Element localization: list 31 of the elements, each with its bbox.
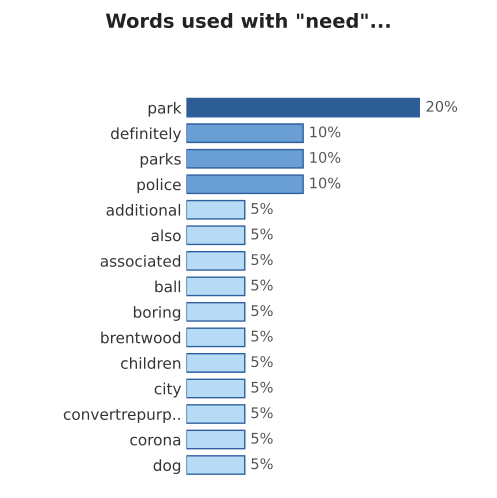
data-label: 5%	[251, 407, 273, 418]
data-label: 5%	[251, 382, 273, 393]
y-tick-label: additional	[106, 204, 180, 216]
data-label: 5%	[251, 330, 273, 342]
y-tick-label: associated	[100, 255, 180, 267]
y-tick-label: parks	[140, 152, 181, 168]
data-label: 10%	[310, 152, 340, 163]
y-tick-label: boring	[134, 306, 180, 321]
y-tick-label: dog	[154, 459, 180, 474]
data-label: 10%	[310, 177, 340, 188]
data-label: 5%	[251, 356, 273, 368]
y-tick-label: children	[121, 357, 180, 369]
y-tick-label: brentwood	[101, 332, 180, 344]
y-tick-label: city	[154, 382, 182, 398]
data-label: 10%	[310, 126, 340, 138]
y-tick-label: ball	[155, 280, 180, 292]
y-tick-label: police	[138, 178, 181, 194]
chart-title: Words used with "need"...	[106, 13, 390, 28]
data-label: 5%	[251, 458, 273, 470]
y-tick-label: convertrepurp..	[64, 409, 180, 423]
data-label: 5%	[251, 254, 273, 266]
data-label: 5%	[251, 280, 273, 291]
y-tick-label: definitely	[111, 127, 182, 142]
y-tick-label: also	[152, 229, 181, 242]
data-label: 5%	[251, 432, 273, 444]
data-label: 5%	[251, 305, 273, 316]
y-tick-label: park	[148, 102, 182, 117]
data-label: 5%	[251, 202, 273, 214]
data-label: 5%	[251, 228, 273, 240]
data-label: 20%	[426, 100, 458, 112]
y-tick-label: corona	[130, 436, 180, 446]
